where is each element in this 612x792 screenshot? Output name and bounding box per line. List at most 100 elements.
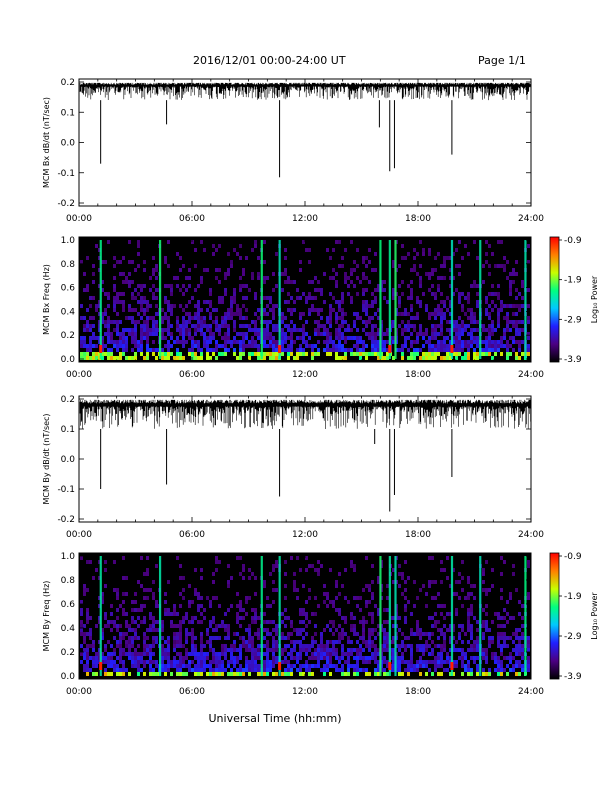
spectrogram-cell [470,284,473,288]
spectrogram-cell [473,320,476,324]
spectrogram-cell [323,300,326,304]
spectrogram-cell [257,664,260,668]
spectrogram-cell [311,348,314,352]
spectrogram-cell [143,640,146,644]
spectrogram-cell [506,672,509,676]
spectrogram-cell [374,324,377,328]
spectrogram-cell [323,332,326,336]
spectrogram-cell [374,288,377,292]
spectrogram-cell [425,660,428,664]
spectrogram-cell [119,640,122,644]
spectrogram-cell [263,280,266,284]
spectrogram-cell [152,672,155,676]
spectrogram-cell [503,644,506,648]
spectrogram-cell [209,316,212,320]
spectrogram-cell [200,348,203,352]
spectrogram-cell [140,328,143,332]
spectrogram-cell [80,352,83,356]
spectrogram-cell [119,624,122,628]
spectrogram-cell [140,556,143,560]
spectrogram-cell [179,288,182,292]
spectrogram-cell [500,344,503,348]
spectrogram-cell [401,332,404,336]
spectrogram-cell [146,572,149,576]
spectrogram-cell [161,356,164,360]
spectrogram-cell [299,672,302,676]
spectrogram-cell [182,588,185,592]
spectrogram-cell [455,332,458,336]
spectrogram-cell [98,256,101,260]
spectrogram-cell [296,288,299,292]
spectrogram-cell [407,356,410,360]
spectrogram-burst-column [479,556,482,676]
y-axis-label: MCM By Freq (Hz) [42,581,51,652]
spectrogram-cell [230,668,233,672]
spectrogram-cell [203,336,206,340]
spectrogram-cell [527,596,530,600]
spectrogram-cell [284,332,287,336]
spectrogram-cell [272,348,275,352]
spectrogram-cell [365,600,368,604]
spectrogram-cell [269,300,272,304]
spectrogram-cell [527,560,530,564]
spectrogram-cell [242,672,245,676]
spectrogram-cell [146,332,149,336]
spectrogram-cell [86,648,89,652]
spectrogram-cell [500,572,503,576]
spectrogram-cell [392,264,395,268]
spectrogram-cell [362,300,365,304]
spectrogram-cell [221,660,224,664]
spectrogram-cell [512,340,515,344]
spectrogram-cell [458,348,461,352]
spectrogram-cell [209,324,212,328]
spectrogram-cell [86,356,89,360]
spectrogram-cell [131,292,134,296]
spectrogram-cell [449,352,452,356]
spectrogram-cell [179,356,182,360]
spectrogram-cell [368,320,371,324]
spectrogram-cell [239,572,242,576]
spectrogram-cell [113,328,116,332]
spectrogram-cell [281,648,284,652]
spectrogram-cell [467,296,470,300]
spectrogram-cell [176,356,179,360]
spectrogram-cell [440,340,443,344]
spectrogram-cell [515,288,518,292]
spectrogram-cell [344,312,347,316]
spectrogram-cell [155,604,158,608]
spectrogram-cell [272,656,275,660]
spectrogram-cell [125,276,128,280]
spectrogram-cell [308,664,311,668]
spectrogram-cell [272,272,275,276]
spectrogram-cell [314,352,317,356]
spectrogram-burst-column [260,556,263,676]
spectrogram-cell [104,568,107,572]
spectrogram-cell [212,628,215,632]
spectrogram-cell [386,672,389,676]
spectrogram-cell [179,652,182,656]
spectrogram-cell [86,660,89,664]
spectrogram-cell [146,628,149,632]
spectrogram-cell [266,304,269,308]
spectrogram-cell [197,656,200,660]
spectrogram-cell [497,340,500,344]
spectrogram-cell [416,624,419,628]
spectrogram-cell [242,340,245,344]
spectrogram-cell [305,616,308,620]
spectrogram-cell [368,640,371,644]
spectrogram-cell [212,336,215,340]
spectrogram-cell [182,332,185,336]
spectrogram-cell [488,636,491,640]
spectrogram-cell [143,664,146,668]
spectrogram-cell [230,648,233,652]
spectrogram-cell [101,660,104,664]
spectrogram-cell [317,604,320,608]
spectrogram-cell [485,656,488,660]
spectrogram-cell [152,320,155,324]
spectrogram-cell [242,268,245,272]
spectrogram-cell [434,348,437,352]
spectrogram-cell [305,668,308,672]
spectrogram-cell [131,296,134,300]
spectrogram-cell [494,660,497,664]
spectrogram-cell [362,632,365,636]
